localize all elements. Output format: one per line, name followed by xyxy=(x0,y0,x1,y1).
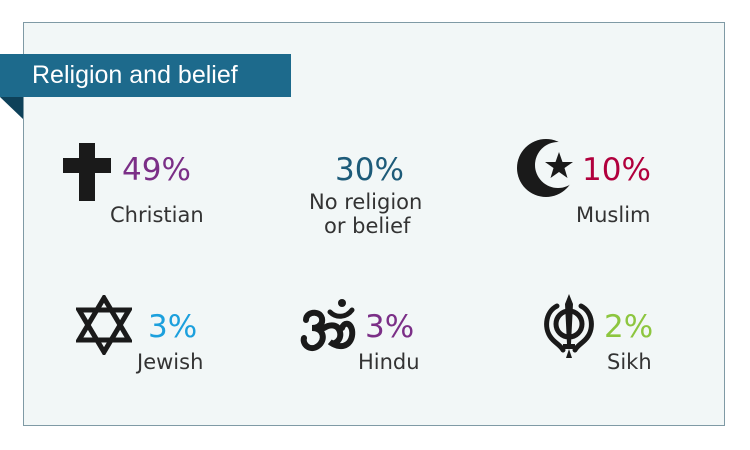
sikh-percent: 2% xyxy=(604,309,654,345)
muslim-percent: 10% xyxy=(582,152,651,188)
banner-fold xyxy=(0,97,23,119)
no-religion-percent: 30% xyxy=(335,152,404,188)
star-of-david-icon xyxy=(76,295,132,355)
cross-icon xyxy=(63,143,111,201)
section-title: Religion and belief xyxy=(0,54,291,97)
crescent-star-icon xyxy=(517,139,576,197)
jewish-label: Jewish xyxy=(137,350,204,374)
sikh-label: Sikh xyxy=(607,350,652,374)
khanda-icon xyxy=(544,294,594,358)
christian-label: Christian xyxy=(110,203,204,227)
christian-percent: 49% xyxy=(122,152,191,188)
no-religion-label-line2: or belief xyxy=(324,214,411,238)
jewish-percent: 3% xyxy=(148,309,198,345)
no-religion-label-line1: No religion xyxy=(309,190,423,214)
hindu-label: Hindu xyxy=(358,350,420,374)
hindu-percent: 3% xyxy=(365,309,415,345)
muslim-label: Muslim xyxy=(576,203,651,227)
om-icon xyxy=(300,299,356,352)
